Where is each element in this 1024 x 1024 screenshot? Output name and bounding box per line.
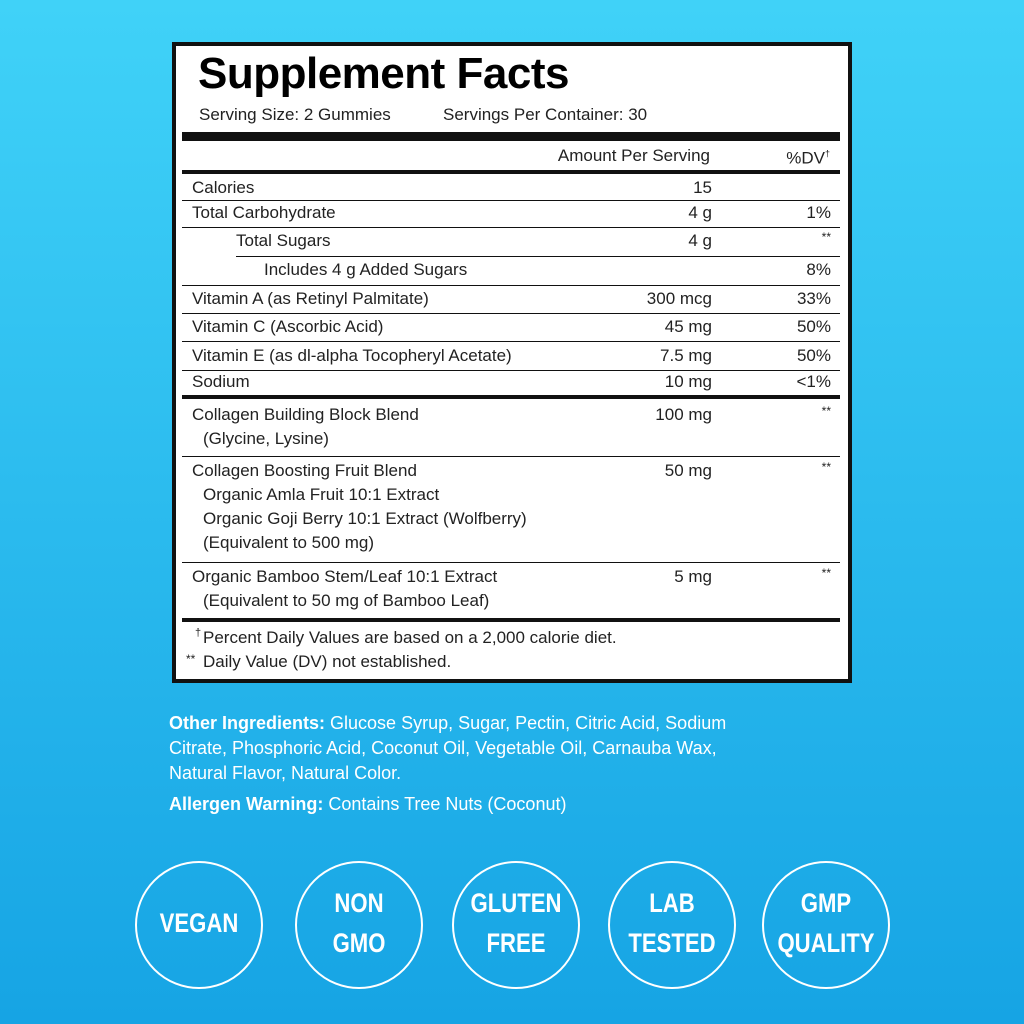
ingredient-detail: (Glycine, Lysine) (203, 429, 329, 448)
rule (182, 341, 840, 342)
ingredient-name: Collagen Boosting Fruit Blend (192, 461, 417, 480)
ingredient-detail: (Equivalent to 500 mg) (203, 533, 375, 552)
daily-value: <1% (796, 372, 832, 391)
title: Supplement Facts (198, 49, 569, 98)
ingredient-name: Vitamin A (as Retinyl Palmitate) (192, 289, 429, 308)
rule (182, 562, 840, 563)
amount: 5 mg (674, 567, 712, 586)
rule (182, 285, 840, 286)
badge-circle (295, 861, 423, 989)
badge-circle (762, 861, 890, 989)
ingredient-name: Sodium (192, 372, 250, 391)
rule (182, 456, 840, 457)
footnote-mark: ** (186, 652, 196, 666)
badge-circle (135, 861, 263, 989)
serving-size: Serving Size: 2 Gummies (199, 105, 391, 124)
allergen-warning: Allergen Warning: Contains Tree Nuts (Co… (169, 794, 566, 814)
badge-text: QUALITY (777, 929, 875, 959)
rule (182, 313, 840, 314)
daily-value: ** (821, 404, 831, 418)
rule (182, 132, 840, 141)
rule (182, 618, 840, 622)
amount: 4 g (688, 231, 712, 250)
rule (182, 170, 840, 174)
dv-mark: † (824, 148, 830, 159)
footnote-text: Daily Value (DV) not established. (203, 652, 452, 671)
rule (182, 395, 840, 399)
other-ingredients: Other Ingredients: Glucose Syrup, Sugar,… (169, 711, 726, 786)
other-ingredients-text: Citrate, Phosphoric Acid, Coconut Oil, V… (169, 738, 717, 758)
allergen-text: Contains Tree Nuts (Coconut) (328, 794, 567, 814)
dv-header: %DV† (786, 148, 830, 168)
ingredient-name: Collagen Building Block Blend (192, 405, 419, 424)
amount: 15 (693, 178, 712, 197)
other-ingredients-text: Glucose Syrup, Sugar, Pectin, Citric Aci… (330, 713, 727, 733)
ingredient-name: Vitamin E (as dl-alpha Tocopheryl Acetat… (192, 346, 512, 365)
other-ingredients-label: Other Ingredients: (169, 713, 326, 733)
badge-circle (452, 861, 580, 989)
ingredient-detail: Organic Amla Fruit 10:1 Extract (203, 485, 440, 504)
allergen-label: Allergen Warning: (169, 794, 324, 814)
footnote-mark: † (195, 627, 202, 639)
ingredient-detail: Organic Goji Berry 10:1 Extract (Wolfber… (203, 509, 527, 528)
supplement-facts-panel: Supplement Facts Serving Size: 2 Gummies S… (172, 42, 852, 683)
amount: 100 mg (655, 405, 712, 424)
rule (236, 256, 840, 257)
other-ingredients-line: Other Ingredients: Glucose Syrup, Sugar,… (169, 711, 726, 736)
badge-text: FREE (486, 929, 545, 959)
rule (182, 370, 840, 371)
daily-value: ** (821, 460, 831, 474)
other-ingredients-line: Citrate, Phosphoric Acid, Coconut Oil, V… (169, 736, 726, 761)
amount: 300 mcg (646, 289, 712, 308)
badge-text: VEGAN (160, 909, 239, 939)
ingredient-name: Calories (192, 178, 255, 197)
ingredient-name: Vitamin C (Ascorbic Acid) (192, 317, 384, 336)
amount: 4 g (688, 203, 712, 222)
amount-header: Amount Per Serving (557, 146, 710, 165)
badge-circle (608, 861, 736, 989)
amount: 45 mg (664, 317, 712, 336)
amount: 50 mg (664, 461, 712, 480)
badge-text: NON (334, 889, 383, 919)
badge-text: GMP (801, 889, 851, 919)
ingredient-name: Total Sugars (236, 231, 331, 250)
badge-text: LAB (649, 889, 694, 919)
footnote-text: Percent Daily Values are based on a 2,00… (203, 628, 617, 647)
daily-value: 33% (796, 289, 831, 308)
badge-text: GLUTEN (471, 889, 562, 919)
rule (182, 200, 840, 201)
other-ingredients-line: Natural Flavor, Natural Color. (169, 761, 726, 786)
ingredient-name: Organic Bamboo Stem/Leaf 10:1 Extract (192, 567, 498, 586)
daily-value: 1% (806, 203, 831, 222)
servings-per-container: Servings Per Container: 30 (443, 105, 648, 124)
amount: 7.5 mg (660, 346, 712, 365)
daily-value: 8% (806, 260, 831, 279)
daily-value: ** (821, 230, 831, 244)
ingredient-name: Total Carbohydrate (192, 203, 336, 222)
ingredient-detail: (Equivalent to 50 mg of Bamboo Leaf) (203, 591, 490, 610)
rule (182, 227, 840, 228)
badge-text: TESTED (628, 929, 715, 959)
ingredient-name: Includes 4 g Added Sugars (264, 260, 468, 279)
other-ingredients-text: Natural Flavor, Natural Color. (169, 763, 402, 783)
daily-value: ** (821, 566, 831, 580)
daily-value: 50% (796, 317, 831, 336)
daily-value: 50% (796, 346, 831, 365)
amount: 10 mg (664, 372, 712, 391)
badge-text: GMO (333, 929, 386, 959)
